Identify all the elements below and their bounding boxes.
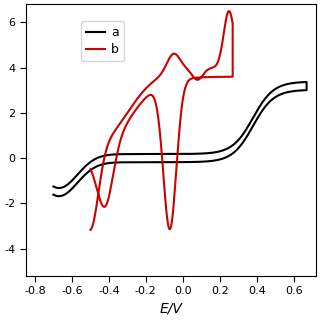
X-axis label: E/V: E/V: [159, 302, 182, 316]
Legend: a, b: a, b: [81, 21, 124, 61]
